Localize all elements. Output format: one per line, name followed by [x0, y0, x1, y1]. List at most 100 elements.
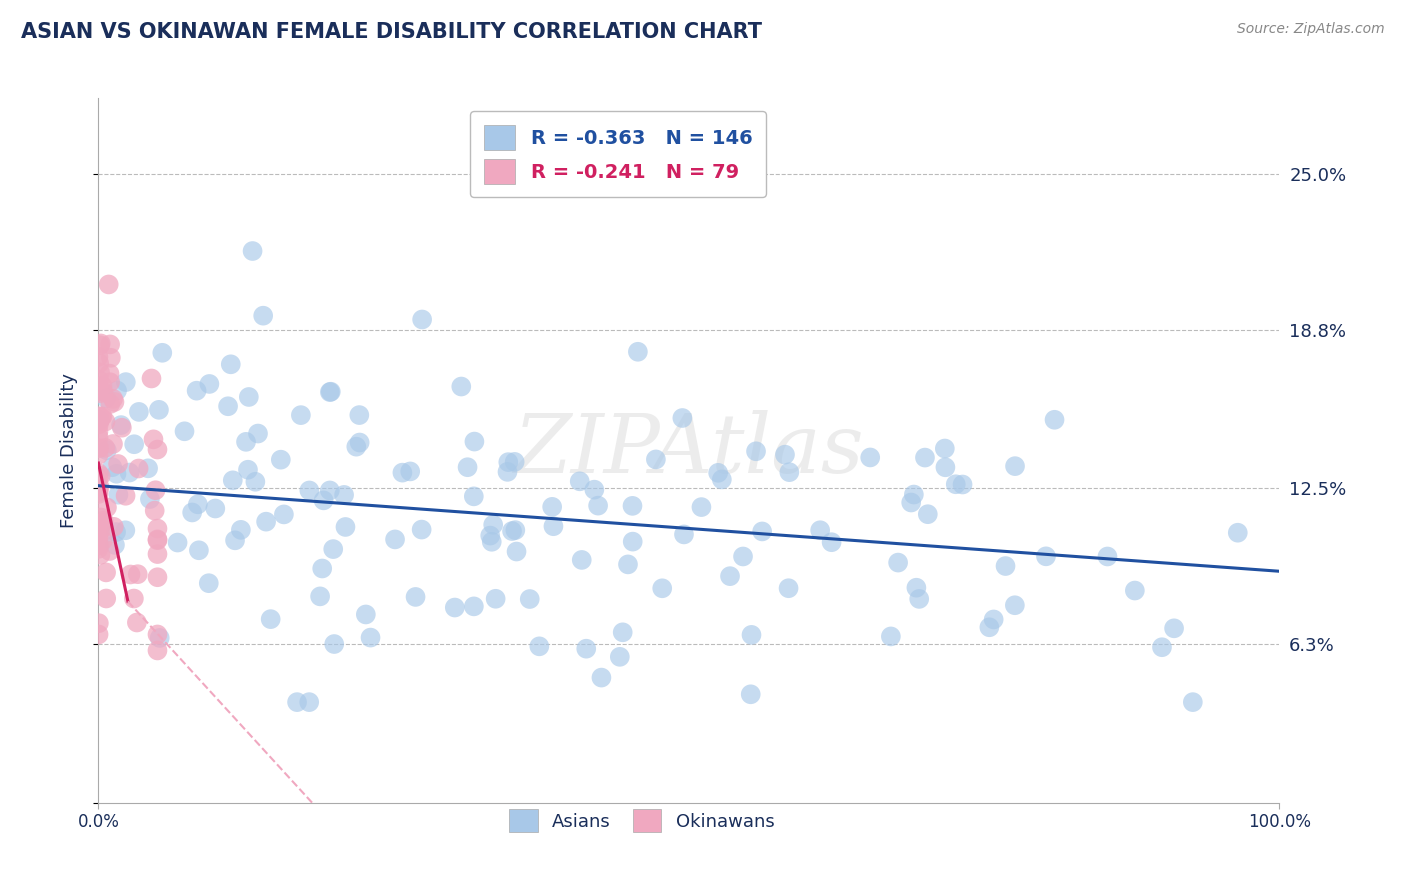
Point: [103, 395, 125, 409]
Point: [609, 649, 631, 664]
Point: [87, 417, 110, 432]
Point: [273, 508, 295, 522]
Point: [87, 616, 110, 631]
Point: [323, 637, 346, 651]
Point: [187, 543, 209, 558]
Point: [146, 533, 169, 547]
Point: [90, 336, 112, 351]
Point: [457, 460, 479, 475]
Point: [98, 376, 121, 390]
Point: [105, 384, 128, 398]
Point: [101, 392, 124, 406]
Point: [87, 533, 110, 547]
Point: [87, 471, 110, 485]
Point: [229, 523, 252, 537]
Point: [501, 524, 523, 538]
Text: ZIPAtlas: ZIPAtlas: [513, 410, 865, 491]
Point: [411, 312, 433, 326]
Point: [322, 542, 344, 557]
Point: [718, 569, 741, 583]
Point: [543, 519, 565, 533]
Point: [505, 523, 527, 537]
Point: [651, 582, 673, 596]
Point: [344, 440, 367, 454]
Point: [89, 516, 111, 531]
Point: [905, 581, 928, 595]
Point: [224, 533, 246, 548]
Point: [740, 687, 762, 701]
Point: [98, 337, 121, 351]
Point: [98, 397, 121, 411]
Point: [360, 631, 382, 645]
Point: [312, 493, 335, 508]
Point: [1097, 549, 1119, 564]
Point: [285, 695, 308, 709]
Point: [141, 371, 163, 385]
Point: [519, 592, 541, 607]
Point: [90, 410, 112, 425]
Point: [290, 408, 312, 422]
Point: [222, 473, 245, 487]
Point: [463, 434, 485, 449]
Point: [778, 465, 800, 479]
Point: [107, 457, 129, 471]
Point: [89, 356, 111, 370]
Point: [859, 450, 882, 465]
Point: [96, 392, 118, 406]
Point: [90, 510, 112, 524]
Point: [87, 487, 110, 501]
Point: [91, 409, 114, 424]
Point: [319, 385, 342, 400]
Point: [740, 628, 762, 642]
Point: [187, 497, 209, 511]
Point: [481, 534, 503, 549]
Point: [111, 420, 134, 434]
Point: [181, 506, 204, 520]
Point: [627, 344, 650, 359]
Point: [87, 627, 110, 641]
Point: [503, 455, 526, 469]
Point: [583, 483, 606, 497]
Point: [104, 538, 127, 552]
Point: [139, 491, 162, 506]
Point: [217, 399, 239, 413]
Point: [101, 437, 124, 451]
Point: [120, 567, 142, 582]
Point: [98, 544, 121, 558]
Point: [146, 442, 169, 457]
Point: [671, 411, 693, 425]
Point: [87, 485, 110, 500]
Point: [114, 523, 136, 537]
Point: [148, 402, 170, 417]
Point: [917, 507, 939, 521]
Point: [87, 409, 110, 424]
Point: [405, 590, 427, 604]
Point: [125, 615, 148, 630]
Point: [644, 452, 666, 467]
Point: [887, 556, 910, 570]
Point: [498, 455, 520, 469]
Point: [820, 535, 842, 549]
Point: [979, 620, 1001, 634]
Point: [87, 373, 110, 387]
Point: [778, 581, 800, 595]
Point: [319, 384, 342, 399]
Point: [101, 460, 124, 475]
Point: [914, 450, 936, 465]
Point: [89, 548, 111, 562]
Point: [808, 523, 831, 537]
Point: [591, 671, 613, 685]
Point: [90, 469, 112, 483]
Point: [146, 533, 169, 548]
Point: [349, 408, 371, 422]
Point: [204, 501, 226, 516]
Point: [333, 488, 356, 502]
Point: [89, 338, 111, 352]
Text: Source: ZipAtlas.com: Source: ZipAtlas.com: [1237, 22, 1385, 37]
Point: [87, 380, 110, 394]
Point: [298, 695, 321, 709]
Point: [621, 534, 644, 549]
Point: [246, 426, 269, 441]
Point: [128, 461, 150, 475]
Point: [391, 466, 413, 480]
